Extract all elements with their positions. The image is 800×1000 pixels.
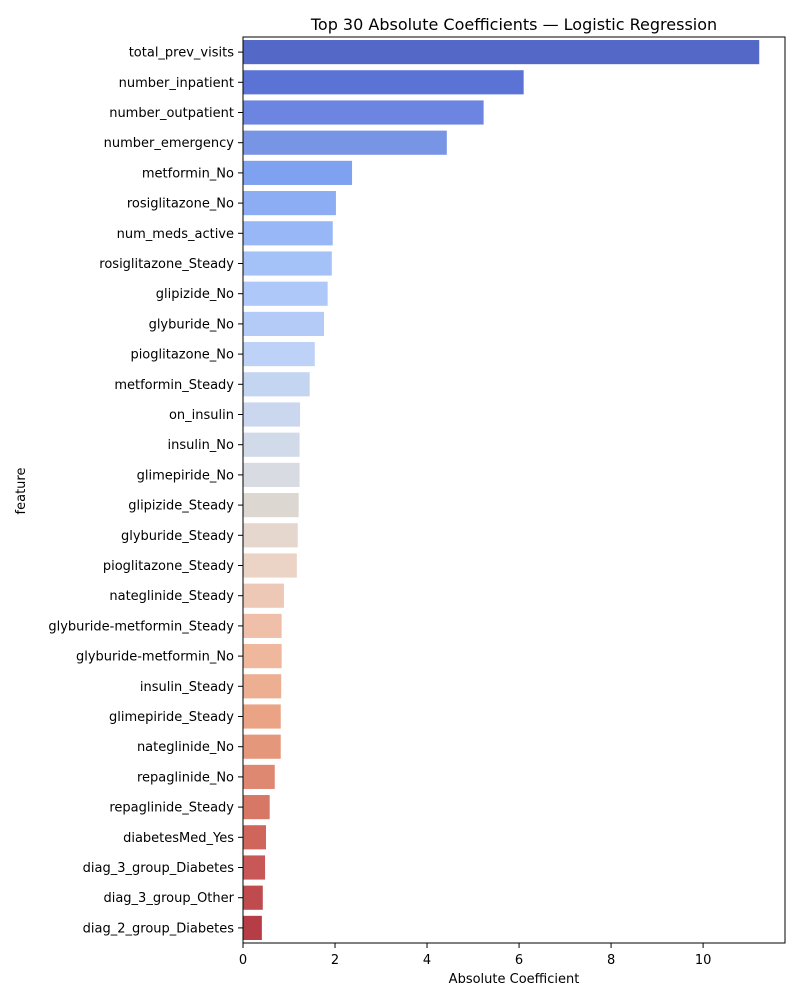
- y-tick-label: glipizide_No: [156, 287, 234, 302]
- x-tick-label: 8: [607, 953, 615, 968]
- y-tick-label: diag_2_group_Diabetes: [83, 921, 235, 936]
- y-tick-label: pioglitazone_Steady: [103, 559, 234, 574]
- bar-repaglinide_No: [243, 764, 275, 789]
- bar-diag_3_group_Diabetes: [243, 855, 266, 880]
- y-tick-label: glipizide_Steady: [128, 499, 234, 514]
- y-tick-label: glimepiride_Steady: [109, 710, 234, 725]
- y-tick-label: glyburide_No: [149, 317, 234, 332]
- bar-glimepiride_No: [243, 462, 300, 487]
- y-axis-label: feature: [14, 468, 29, 515]
- x-tick-label: 10: [695, 953, 712, 968]
- y-tick-label: metformin_Steady: [114, 378, 234, 393]
- bar-metformin_Steady: [243, 372, 310, 397]
- y-tick-label: glyburide_Steady: [121, 529, 234, 544]
- bar-glyburide-metformin_No: [243, 644, 282, 669]
- y-tick-label: number_outpatient: [109, 106, 234, 121]
- y-tick-label: number_inpatient: [119, 76, 234, 91]
- y-tick-label: rosiglitazone_No: [127, 197, 234, 212]
- bar-glyburide_No: [243, 311, 324, 336]
- bar-number_emergency: [243, 130, 447, 155]
- y-tick-label: glyburide-metformin_No: [76, 650, 234, 665]
- y-tick-label: glimepiride_No: [137, 468, 234, 483]
- bar-nateglinide_Steady: [243, 583, 284, 608]
- plot-border: [242, 36, 786, 944]
- y-tick-label: diag_3_group_Diabetes: [83, 861, 235, 876]
- bar-glipizide_No: [243, 281, 328, 306]
- plot-frame: [242, 36, 786, 944]
- bar-diag_3_group_Other: [243, 885, 263, 910]
- bar-glipizide_Steady: [243, 493, 299, 518]
- y-tick-label: metformin_No: [142, 166, 234, 181]
- y-tick-label: num_meds_active: [117, 227, 234, 242]
- y-tick-label: number_emergency: [104, 136, 235, 151]
- bar-number_outpatient: [243, 100, 484, 125]
- bar-nateglinide_No: [243, 734, 281, 759]
- bar-insulin_Steady: [243, 674, 282, 699]
- x-axis-ticks: 0 2 4 6 8 10: [239, 943, 712, 968]
- bar-glimepiride_Steady: [243, 704, 281, 729]
- y-tick-label: insulin_No: [167, 438, 234, 453]
- y-axis-ticks: total_prev_visits number_inpatient number_…: [48, 46, 243, 936]
- x-tick-label: 2: [331, 953, 339, 968]
- y-tick-label: pioglitazone_No: [130, 348, 234, 363]
- y-tick-label: nateglinide_No: [137, 740, 234, 755]
- bar-diabetesMed_Yes: [243, 825, 267, 850]
- x-tick-label: 6: [515, 953, 523, 968]
- bar-pioglitazone_No: [243, 342, 315, 367]
- bar-glyburide_Steady: [243, 523, 298, 548]
- y-tick-label: on_insulin: [169, 408, 234, 423]
- y-tick-label: rosiglitazone_Steady: [99, 257, 234, 272]
- bar-on_insulin: [243, 402, 301, 427]
- x-tick-label: 4: [423, 953, 431, 968]
- bar-num_meds_active: [243, 221, 333, 246]
- y-tick-label: insulin_Steady: [140, 680, 234, 695]
- x-tick-label: 0: [239, 953, 247, 968]
- bar-rosiglitazone_Steady: [243, 251, 332, 276]
- y-tick-label: repaglinide_Steady: [109, 801, 234, 816]
- bar-total_prev_visits: [243, 40, 760, 65]
- y-tick-label: glyburide-metformin_Steady: [48, 619, 234, 634]
- x-axis-label: Absolute Coefficient: [449, 972, 580, 987]
- bar-number_inpatient: [243, 70, 524, 95]
- y-tick-label: total_prev_visits: [129, 46, 235, 61]
- bars-group: [243, 40, 760, 940]
- bar-diag_2_group_Diabetes: [243, 915, 262, 940]
- y-tick-label: repaglinide_No: [137, 770, 234, 785]
- bar-rosiglitazone_No: [243, 191, 336, 216]
- y-tick-label: diag_3_group_Other: [103, 891, 234, 906]
- y-tick-label: diabetesMed_Yes: [123, 831, 234, 846]
- bar-repaglinide_Steady: [243, 795, 270, 820]
- y-tick-label: nateglinide_Steady: [109, 589, 234, 604]
- bar-pioglitazone_Steady: [243, 553, 297, 578]
- bar-insulin_No: [243, 432, 300, 457]
- chart-title: Top 30 Absolute Coefficients — Logistic …: [310, 15, 717, 34]
- bar-glyburide-metformin_Steady: [243, 613, 282, 638]
- bar-metformin_No: [243, 160, 353, 185]
